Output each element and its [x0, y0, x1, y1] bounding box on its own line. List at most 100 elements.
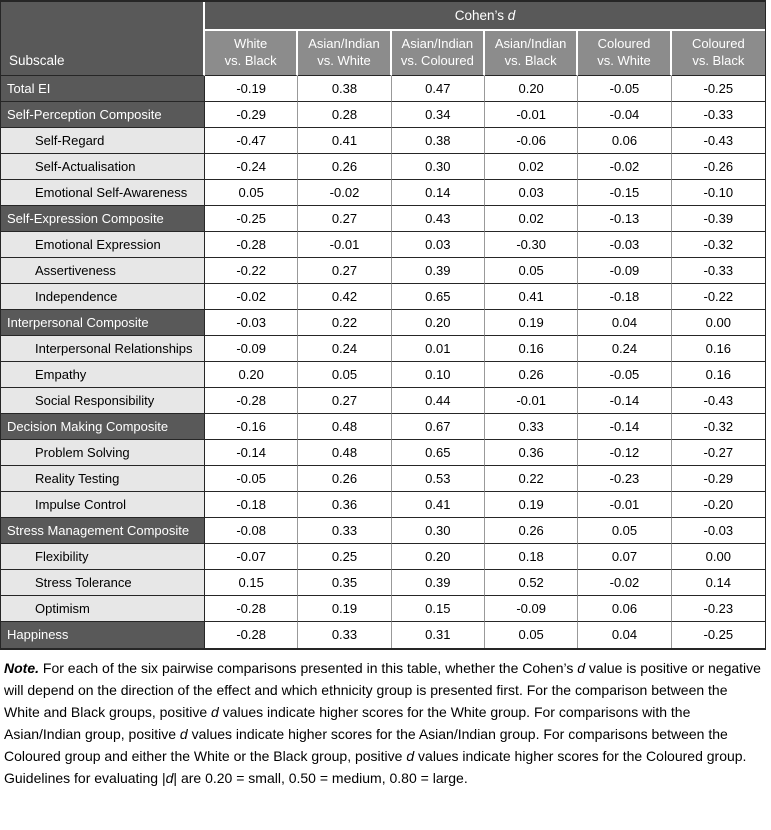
value-cell: 0.24	[578, 335, 672, 362]
column-header-line2: vs. Black	[504, 52, 557, 68]
value-cell: 0.41	[298, 127, 392, 154]
text-segment: d	[211, 703, 219, 720]
value-cell: 0.05	[484, 257, 579, 284]
value-cell: 0.39	[391, 569, 485, 596]
value-cell: 0.44	[391, 387, 485, 414]
value-cell: 0.18	[484, 543, 579, 570]
subscale-label-cell: Reality Testing	[1, 465, 205, 492]
value-cell: -0.43	[671, 387, 765, 414]
value-cell: -0.03	[578, 231, 672, 258]
value-cell: 0.19	[484, 309, 579, 336]
subscale-label-cell: Stress Management Composite	[1, 517, 205, 544]
subscale-label-cell: Interpersonal Composite	[1, 309, 205, 336]
subscale-label-cell: Social Responsibility	[1, 387, 205, 414]
column-header-line1: Asian/Indian	[308, 36, 380, 51]
value-cell: 0.03	[391, 231, 485, 258]
value-cell: 0.05	[205, 179, 299, 206]
subscale-label-cell: Impulse Control	[1, 491, 205, 518]
value-cell: 0.06	[578, 127, 672, 154]
table-row-self-expression-composite: Self-Expression Composite -0.25 0.27 0.43 0.…	[1, 205, 765, 232]
value-cell: -0.26	[671, 153, 765, 180]
value-cell: 0.20	[484, 75, 579, 102]
value-cell: -0.03	[205, 309, 299, 336]
value-cell: -0.02	[578, 153, 672, 180]
value-cell: -0.30	[484, 231, 579, 258]
value-cell: 0.42	[298, 283, 392, 310]
value-cell: 0.33	[484, 413, 579, 440]
table-row-reality-testing: Reality Testing -0.05 0.26 0.53 0.22 -0.23 -0.…	[1, 465, 765, 492]
value-cell: 0.24	[298, 335, 392, 362]
value-cell: -0.08	[205, 517, 299, 544]
value-cell: -0.14	[205, 439, 299, 466]
subscale-label-cell: Interpersonal Relationships	[1, 335, 205, 362]
column-header-line2: vs. White	[317, 52, 371, 68]
table-row-stress-management-composite: Stress Management Composite -0.08 0.33 0.30…	[1, 517, 765, 544]
value-cell: 0.26	[298, 153, 392, 180]
table-row-optimism: Optimism -0.28 0.19 0.15 -0.09 0.06 -0.23	[1, 595, 765, 622]
value-cell: -0.05	[578, 75, 672, 102]
value-cell: -0.24	[205, 153, 299, 180]
value-cell: 0.20	[205, 361, 299, 388]
value-cell: 0.16	[484, 335, 579, 362]
table-row-interpersonal-relationships: Interpersonal Relationships -0.09 0.24 0.01…	[1, 335, 765, 362]
value-cell: 0.07	[578, 543, 672, 570]
value-cell: 0.34	[391, 101, 485, 128]
value-cell: 0.27	[298, 205, 392, 232]
column-header-line1: Asian/Indian	[494, 36, 567, 51]
value-cell: 0.16	[671, 335, 765, 362]
value-cell: -0.07	[205, 543, 299, 570]
subscale-label-cell: Self-Perception Composite	[1, 101, 205, 128]
column-header-asian-indian-vs-white: Asian/Indian vs. White	[298, 31, 392, 76]
value-cell: -0.09	[578, 257, 672, 284]
value-cell: 0.20	[391, 309, 485, 336]
value-cell: 0.27	[298, 387, 392, 414]
value-cell: 0.36	[298, 491, 392, 518]
value-cell: 0.35	[298, 569, 392, 596]
value-cell: 0.15	[205, 569, 299, 596]
value-cell: -0.32	[671, 231, 765, 258]
value-cell: 0.48	[298, 439, 392, 466]
subscale-label-cell: Self-Actualisation	[1, 153, 205, 180]
value-cell: 0.02	[484, 205, 579, 232]
value-cell: -0.12	[578, 439, 672, 466]
column-header-asian-indian-vs-black: Asian/Indian vs. Black	[484, 31, 579, 76]
value-cell: 0.03	[484, 179, 579, 206]
value-cell: -0.09	[205, 335, 299, 362]
value-cell: -0.29	[671, 465, 765, 492]
value-cell: -0.22	[671, 283, 765, 310]
value-cell: 0.47	[391, 75, 485, 102]
table-row-assertiveness: Assertiveness -0.22 0.27 0.39 0.05 -0.09 -0.33	[1, 257, 765, 284]
column-header-line1: Coloured	[691, 36, 745, 51]
column-header-line1: Asian/Indian	[401, 36, 474, 51]
value-cell: -0.01	[484, 387, 579, 414]
value-cell: 0.22	[298, 309, 392, 336]
table-row-emotional-expression: Emotional Expression -0.28 -0.01 0.03 -0.30-…	[1, 231, 765, 258]
table-row-happiness: Happiness -0.28 0.33 0.31 0.05 0.04 -0.25	[1, 621, 765, 648]
text-segment: d	[165, 769, 174, 786]
value-cell: -0.23	[671, 595, 765, 622]
value-cell: -0.28	[205, 595, 299, 622]
value-cell: 0.38	[298, 75, 392, 102]
column-header-line1: White	[234, 36, 268, 51]
value-cell: -0.05	[205, 465, 299, 492]
value-cell: 0.01	[391, 335, 485, 362]
value-cell: -0.01	[298, 231, 392, 258]
value-cell: 0.19	[298, 595, 392, 622]
column-header-line2: vs. White	[597, 52, 651, 68]
value-cell: -0.28	[205, 387, 299, 414]
subscale-label-cell: Happiness	[1, 621, 205, 648]
value-cell: -0.43	[671, 127, 765, 154]
value-cell: 0.65	[391, 439, 485, 466]
column-header-line2: vs. Black	[692, 52, 745, 68]
value-cell: -0.02	[205, 283, 299, 310]
text-segment: For each of the six pairwise comparisons…	[39, 659, 578, 676]
value-cell: 0.19	[484, 491, 579, 518]
value-cell: -0.13	[578, 205, 672, 232]
table-row-impulse-control: Impulse Control -0.18 0.36 0.41 0.19 -0.01 -0.…	[1, 491, 765, 518]
subscale-label-cell: Problem Solving	[1, 439, 205, 466]
value-cell: -0.10	[671, 179, 765, 206]
value-cell: 0.22	[484, 465, 579, 492]
value-cell: 0.14	[671, 569, 765, 596]
value-cell: -0.23	[578, 465, 672, 492]
